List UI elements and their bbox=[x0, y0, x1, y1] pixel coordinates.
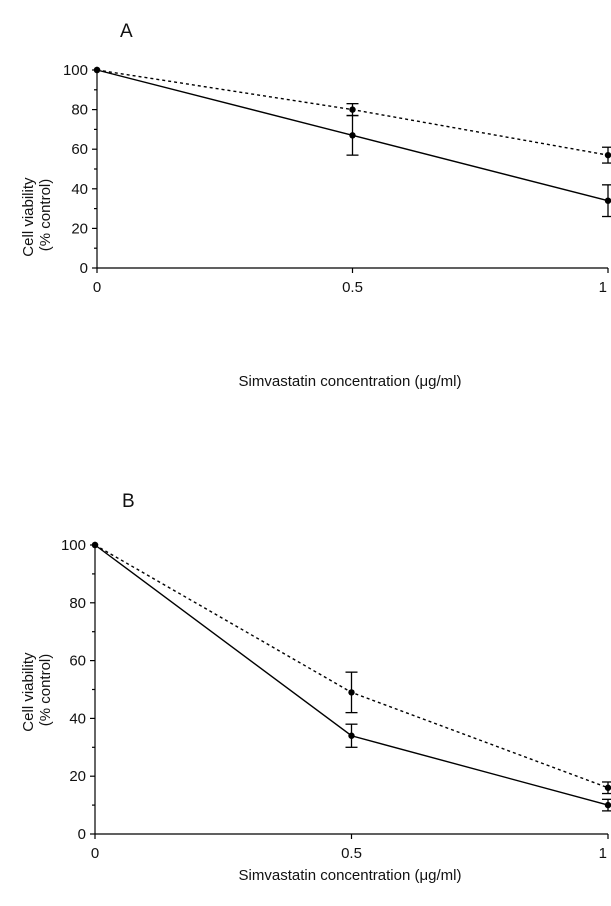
x-tick-label: 0 bbox=[93, 279, 101, 296]
data-point-dotted bbox=[604, 151, 611, 159]
data-point-dotted bbox=[604, 784, 611, 791]
panel-label: A bbox=[120, 21, 133, 42]
x-tick-label: 0.5 bbox=[341, 845, 362, 862]
y-tick-label: 80 bbox=[71, 102, 88, 119]
y-axis-title-line-2: (% control) bbox=[37, 179, 54, 252]
data-point-solid bbox=[349, 132, 356, 139]
x-tick-label: 1 bbox=[599, 279, 607, 296]
y-tick-label: 60 bbox=[69, 653, 86, 670]
data-point-dotted bbox=[349, 106, 356, 113]
y-tick-label: 20 bbox=[71, 220, 88, 237]
x-tick-label: 1 bbox=[599, 845, 607, 862]
data-point-solid bbox=[348, 732, 355, 739]
data-point-dotted bbox=[348, 689, 355, 696]
y-tick-label: 0 bbox=[78, 826, 86, 843]
y-axis-title: Cell viability (% control) bbox=[20, 648, 54, 731]
data-point-dotted bbox=[93, 66, 101, 74]
y-tick-label: 40 bbox=[69, 710, 86, 727]
x-axis-title: Simvastatin concentration (μg/ml) bbox=[239, 373, 462, 390]
y-tick-label: 80 bbox=[69, 595, 86, 612]
data-point-dotted bbox=[91, 541, 99, 549]
x-tick-label: 0 bbox=[91, 845, 99, 862]
y-axis-title: Cell viability (% control) bbox=[20, 173, 54, 256]
y-tick-label: 100 bbox=[63, 62, 88, 79]
y-tick-label: 40 bbox=[71, 181, 88, 198]
data-point-solid bbox=[604, 197, 611, 204]
panel-label: B bbox=[122, 491, 135, 512]
y-axis-title-line-1: Cell viability bbox=[20, 177, 37, 257]
x-tick-label: 0.5 bbox=[342, 279, 363, 296]
y-tick-label: 100 bbox=[61, 537, 86, 554]
y-tick-label: 60 bbox=[71, 141, 88, 158]
y-tick-label: 0 bbox=[80, 260, 88, 277]
y-axis-title-line-1: Cell viability bbox=[20, 652, 37, 732]
x-axis-title: Simvastatin concentration (μg/ml) bbox=[239, 867, 462, 884]
y-axis-title-line-2: (% control) bbox=[37, 654, 54, 727]
y-tick-label: 20 bbox=[69, 768, 86, 785]
data-point-solid bbox=[604, 801, 611, 809]
panel-a: A Simvastatin concentration (μg/ml) Cell… bbox=[20, 21, 611, 390]
series-line-dotted bbox=[94, 544, 609, 789]
panel-b: B Simvastatin concentration (μg/ml) Cell… bbox=[20, 491, 611, 884]
